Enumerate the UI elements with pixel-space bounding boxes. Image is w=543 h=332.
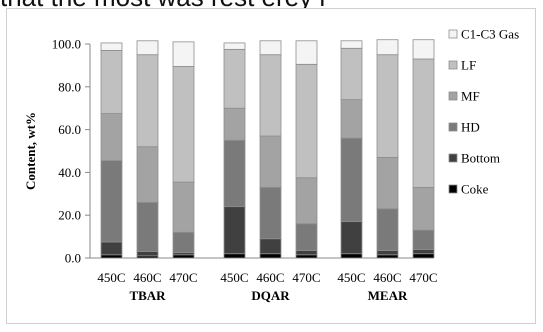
- bar-segment-hd: [295, 223, 318, 251]
- bar-segment-hd: [412, 229, 435, 250]
- bar-segment-bottom: [412, 249, 435, 255]
- legend-swatch: [448, 184, 458, 194]
- bar-segment-mf: [295, 177, 318, 225]
- y-tick-label: 80.0: [58, 79, 81, 94]
- bar-segment-coke: [259, 253, 282, 259]
- legend-swatch: [448, 60, 458, 70]
- x-group-label: DQAR: [251, 288, 290, 303]
- legend-label: Bottom: [461, 151, 500, 166]
- bar-segment-lf: [295, 63, 318, 179]
- legend-swatch: [448, 122, 458, 132]
- x-group-label: MEAR: [368, 288, 408, 303]
- bar-segment-lf: [340, 47, 363, 101]
- x-category-label: 460C: [373, 270, 401, 285]
- bar-segment-lf: [412, 58, 435, 188]
- x-category-label: 460C: [256, 270, 284, 285]
- bar-segment-mf: [223, 107, 246, 141]
- bar-segment-coke: [295, 254, 318, 259]
- legend-label: LF: [461, 58, 476, 73]
- bar-segment-hd: [376, 208, 399, 251]
- bar-segment-bottom: [223, 206, 246, 255]
- x-group-label: TBAR: [129, 288, 166, 303]
- y-tick-label: 100.0: [52, 37, 81, 52]
- x-category-label: 450C: [220, 270, 248, 285]
- bar-segment-coke: [100, 254, 123, 259]
- y-tick-label: 20.0: [58, 208, 81, 223]
- y-tick-label: 0.0: [65, 251, 81, 266]
- bar-segment-c1-c3-gas: [259, 40, 282, 56]
- bar-segment-mf: [100, 113, 123, 162]
- bar-segment-lf: [223, 48, 246, 109]
- cropped-text-line: that the most was rest erey r: [0, 0, 543, 10]
- bar-segment-hd: [136, 201, 159, 252]
- bar-segment-bottom: [295, 250, 318, 256]
- bar-segment-bottom: [259, 238, 282, 255]
- bar-segment-coke: [172, 254, 195, 259]
- bar-segment-mf: [412, 186, 435, 231]
- chart-container: Content, wt% 0.0 20.0 40.0 60.0 80.0 100.0 450C…: [6, 8, 536, 324]
- bar-segment-bottom: [136, 251, 159, 257]
- stacked-bar-chart: Content, wt% 0.0 20.0 40.0 60.0 80.0 100.0 450C…: [23, 27, 519, 304]
- bar-segment-c1-c3-gas: [295, 40, 318, 65]
- bar-segment-mf: [259, 135, 282, 188]
- legend-label: Coke: [461, 182, 489, 197]
- bar-segment-hd: [100, 160, 123, 243]
- bar-segment-bottom: [100, 241, 123, 256]
- y-tick-label: 40.0: [58, 165, 81, 180]
- bar-segment-coke: [412, 253, 435, 259]
- bar-segment-lf: [100, 50, 123, 114]
- bar-segment-hd: [259, 186, 282, 240]
- legend-label: MF: [461, 89, 480, 104]
- x-category-label: 470C: [169, 270, 197, 285]
- bar-segment-lf: [136, 54, 159, 148]
- bar-segment-mf: [172, 181, 195, 233]
- bar-segment-c1-c3-gas: [172, 41, 195, 67]
- bar-segment-lf: [376, 54, 399, 158]
- bar-segment-mf: [136, 146, 159, 203]
- bar-segment-c1-c3-gas: [100, 42, 123, 51]
- bar-segment-hd: [172, 231, 195, 254]
- bar-segment-hd: [223, 139, 246, 208]
- bar-segment-coke: [223, 253, 246, 259]
- x-category-label: 450C: [97, 270, 125, 285]
- bar-segment-c1-c3-gas: [340, 40, 363, 49]
- legend-swatch: [448, 29, 458, 39]
- x-category-label: 470C: [409, 270, 437, 285]
- bar-segment-lf: [172, 66, 195, 183]
- bar-segment-c1-c3-gas: [136, 40, 159, 56]
- legend-swatch: [448, 91, 458, 101]
- bar-segment-mf: [340, 99, 363, 139]
- bar-segment-mf: [376, 157, 399, 210]
- x-category-label: 450C: [337, 270, 365, 285]
- bar-segment-c1-c3-gas: [376, 39, 399, 56]
- bar-segment-coke: [340, 253, 363, 259]
- bar-segment-bottom: [340, 221, 363, 255]
- x-category-label: 470C: [292, 270, 320, 285]
- y-tick-label: 60.0: [58, 122, 81, 137]
- legend-label: HD: [461, 120, 480, 135]
- bar-segment-hd: [340, 137, 363, 223]
- legend-swatch: [448, 153, 458, 163]
- bar-segment-coke: [376, 254, 399, 259]
- bar-segment-lf: [259, 54, 282, 137]
- legend-label: C1-C3 Gas: [461, 27, 519, 42]
- bar-segment-c1-c3-gas: [412, 39, 435, 60]
- bar-segment-bottom: [376, 250, 399, 256]
- y-axis-label: Content, wt%: [23, 112, 38, 190]
- x-category-label: 460C: [133, 270, 161, 285]
- bar-segment-c1-c3-gas: [223, 42, 246, 50]
